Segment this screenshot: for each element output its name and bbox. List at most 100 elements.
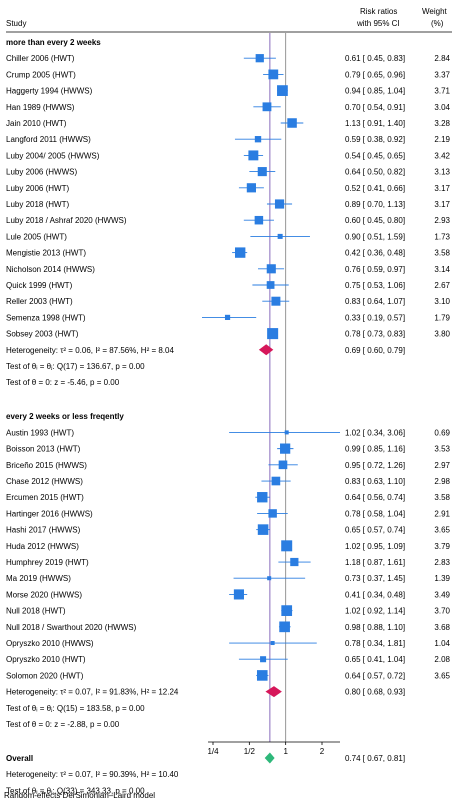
study-weight: 2.98 [434, 477, 450, 486]
study-box [248, 150, 259, 161]
study-weight: 3.42 [434, 151, 450, 160]
study-box [246, 183, 256, 193]
study-ci-text: 0.78 [ 0.73, 0.83] [345, 330, 405, 339]
study-box [224, 314, 231, 320]
study-label: Lule 2005 (HWT) [6, 232, 67, 241]
study-weight: 3.53 [434, 445, 450, 454]
study-ci-text: 0.89 [ 0.70, 1.13] [345, 200, 405, 209]
study-box [267, 576, 272, 581]
study-ci-text: 0.64 [ 0.50, 0.82] [345, 168, 405, 177]
study-label: Huda 2012 (HWWS) [6, 542, 79, 551]
study-weight: 3.65 [434, 671, 450, 680]
study-label: Morse 2020 (HWWS) [6, 590, 82, 599]
study-box [270, 641, 275, 646]
subgroup-ci-text: 0.69 [ 0.60, 0.79] [345, 346, 405, 355]
study-weight: 3.71 [434, 87, 450, 96]
study-label: Nicholson 2014 (HWWS) [6, 265, 95, 274]
study-label: Haggerty 1994 (HWWS) [6, 87, 93, 96]
study-box [271, 476, 281, 486]
plot-rows: more than every 2 weeks Chiller 2006 (HWT… [6, 33, 451, 803]
study-box [268, 509, 277, 518]
study-box [284, 430, 289, 435]
plot-header: Study Risk ratios with 95% CI Weight (%) [6, 7, 452, 33]
study-label: Briceño 2015 (HWWS) [6, 461, 87, 470]
study-box [271, 296, 281, 306]
study-weight: 2.91 [434, 509, 450, 518]
study-box [255, 54, 264, 63]
study-weight: 2.97 [434, 461, 450, 470]
ci-column-header: with 95% CI [356, 19, 400, 28]
overall-diamond [264, 752, 275, 764]
study-label: Luby 2006 (HWWS) [6, 168, 77, 177]
study-box [279, 621, 290, 633]
subgroup-heterogeneity: Heterogeneity: τ² = 0.07, I² = 91.83%, H… [6, 688, 179, 697]
study-box [277, 85, 288, 96]
study-ci-text: 0.98 [ 0.88, 1.10] [345, 623, 405, 632]
model-footnote: Random-effects DerSimonian–Laird model [4, 791, 155, 800]
study-ci-text: 0.64 [ 0.56, 0.74] [345, 493, 405, 502]
study-ci-text: 0.41 [ 0.34, 0.48] [345, 590, 405, 599]
study-ci-text: 0.61 [ 0.45, 0.83] [345, 54, 405, 63]
section-title: more than every 2 weeks [6, 38, 101, 47]
overall-ci-text: 0.74 [ 0.67, 0.81] [345, 754, 405, 763]
study-box [290, 557, 299, 567]
study-weight: 3.13 [434, 168, 450, 177]
study-weight: 3.79 [434, 542, 450, 551]
study-label: Jain 2010 (HWT) [6, 119, 67, 128]
study-ci-text: 0.83 [ 0.63, 1.10] [345, 477, 405, 486]
study-weight: 2.67 [434, 281, 450, 290]
study-label: Null 2018 (HWT) [6, 607, 66, 616]
study-ci-text: 0.94 [ 0.85, 1.04] [345, 87, 405, 96]
study-ci-text: 0.33 [ 0.19, 0.57] [345, 313, 405, 322]
study-ci-text: 0.70 [ 0.54, 0.91] [345, 103, 405, 112]
weight-column-header: Weight [422, 7, 448, 16]
study-label: Ma 2019 (HWWS) [6, 574, 71, 583]
study-label: Han 1989 (HWWS) [6, 103, 75, 112]
study-weight: 2.08 [434, 655, 450, 664]
study-label: Humphrey 2019 (HWT) [6, 558, 89, 567]
study-label: Luby 2018 / Ashraf 2020 (HWWS) [6, 216, 127, 225]
x-tick-label: 2 [320, 747, 325, 756]
study-label: Boisson 2013 (HWT) [6, 445, 81, 454]
study-weight: 3.68 [434, 623, 450, 632]
study-weight: 1.04 [434, 639, 450, 648]
subgroup-diamond [258, 344, 274, 356]
study-ci-text: 0.99 [ 0.85, 1.16] [345, 445, 405, 454]
study-box [256, 670, 268, 681]
weight-unit-header: (%) [431, 19, 444, 28]
study-ci-text: 0.60 [ 0.45, 0.80] [345, 216, 405, 225]
study-label: Hashi 2017 (HWWS) [6, 526, 81, 535]
study-label: Chiller 2006 (HWT) [6, 54, 75, 63]
study-label: Quick 1999 (HWT) [6, 281, 73, 290]
study-weight: 3.17 [434, 184, 450, 193]
study-ci-text: 0.95 [ 0.72, 1.26] [345, 461, 405, 470]
study-weight: 3.80 [434, 330, 450, 339]
study-box [233, 589, 244, 600]
study-label: Austin 1993 (HWT) [6, 428, 74, 437]
study-weight: 3.70 [434, 607, 450, 616]
study-weight: 3.17 [434, 200, 450, 209]
study-ci-text: 0.78 [ 0.34, 1.81] [345, 639, 405, 648]
subgroup-diamond [265, 686, 282, 698]
study-weight: 3.49 [434, 590, 450, 599]
study-weight: 3.37 [434, 70, 450, 79]
study-box [266, 281, 275, 289]
study-box [277, 233, 283, 239]
study-ci-text: 0.75 [ 0.53, 1.06] [345, 281, 405, 290]
study-ci-text: 1.02 [ 0.95, 1.09] [345, 542, 405, 551]
study-box [254, 136, 262, 143]
subgroup-z-test: Test of θ = 0: z = -5.46, p = 0.00 [6, 378, 120, 387]
study-label: Hartinger 2016 (HWWS) [6, 509, 93, 518]
x-tick-label: 1/2 [244, 747, 256, 756]
study-box [281, 605, 293, 616]
overall-stat-2: Test of θᵢ = θⱼ: Q(33) = 343.33, p = 0.0… [6, 786, 145, 795]
study-box [235, 247, 246, 258]
study-ci-text: 0.83 [ 0.64, 1.07] [345, 297, 405, 306]
study-label: Crump 2005 (HWT) [6, 70, 76, 79]
study-box [268, 69, 279, 80]
subgroup-q-test: Test of θᵢ = θⱼ: Q(15) = 183.58, p = 0.0… [6, 704, 145, 713]
study-label: Luby 2004/ 2005 (HWWS) [6, 151, 100, 160]
study-box [257, 167, 267, 177]
study-ci-text: 0.64 [ 0.57, 0.72] [345, 671, 405, 680]
study-label: Opryszko 2010 (HWT) [6, 655, 86, 664]
